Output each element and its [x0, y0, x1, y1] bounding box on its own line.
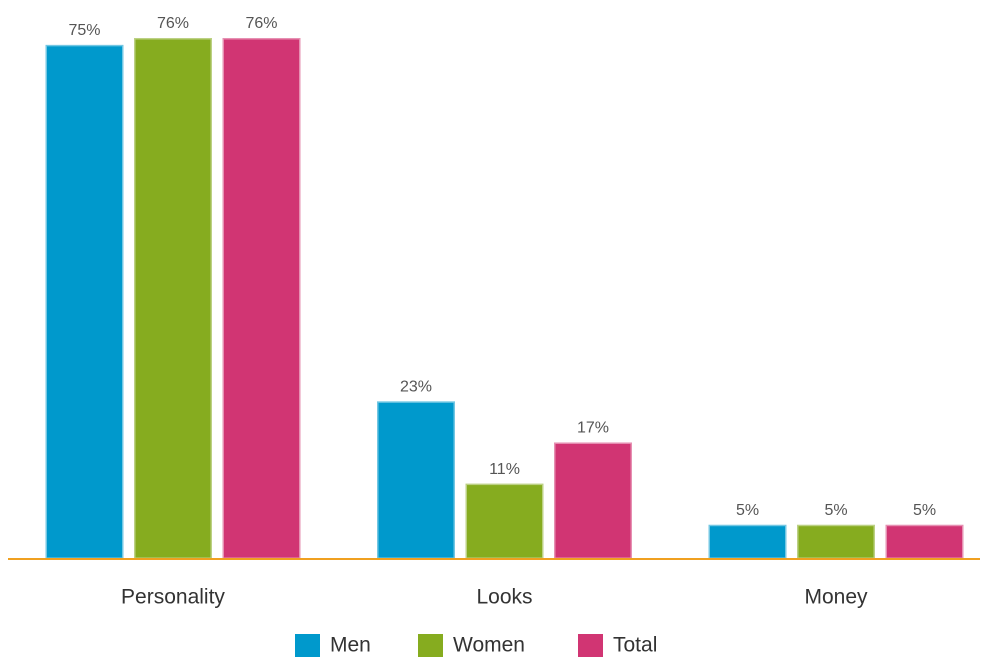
value-label: 5% — [824, 502, 847, 519]
bar — [132, 36, 214, 561]
bar — [375, 399, 457, 561]
bar — [464, 482, 545, 561]
value-label: 5% — [736, 502, 759, 519]
value-label: 23% — [400, 379, 432, 396]
value-label: 17% — [577, 420, 609, 437]
legend-label: Men — [330, 634, 371, 657]
category-label: Personality — [121, 586, 225, 609]
legend-swatch — [578, 634, 603, 657]
legend-swatch — [418, 634, 443, 657]
category-label: Money — [804, 586, 868, 609]
legend-label: Women — [453, 634, 525, 657]
legend-label: Total — [613, 634, 657, 657]
bar — [884, 523, 965, 561]
legend-swatch — [295, 634, 320, 657]
value-label: 75% — [68, 22, 100, 39]
value-label: 76% — [245, 15, 277, 32]
value-label: 11% — [489, 461, 520, 478]
bar — [552, 440, 634, 561]
bar — [221, 36, 302, 561]
value-label: 5% — [913, 502, 936, 519]
category-label: Looks — [476, 586, 532, 609]
value-label: 76% — [157, 15, 189, 32]
bar — [44, 43, 125, 561]
bar — [795, 523, 877, 561]
bar — [707, 523, 788, 561]
